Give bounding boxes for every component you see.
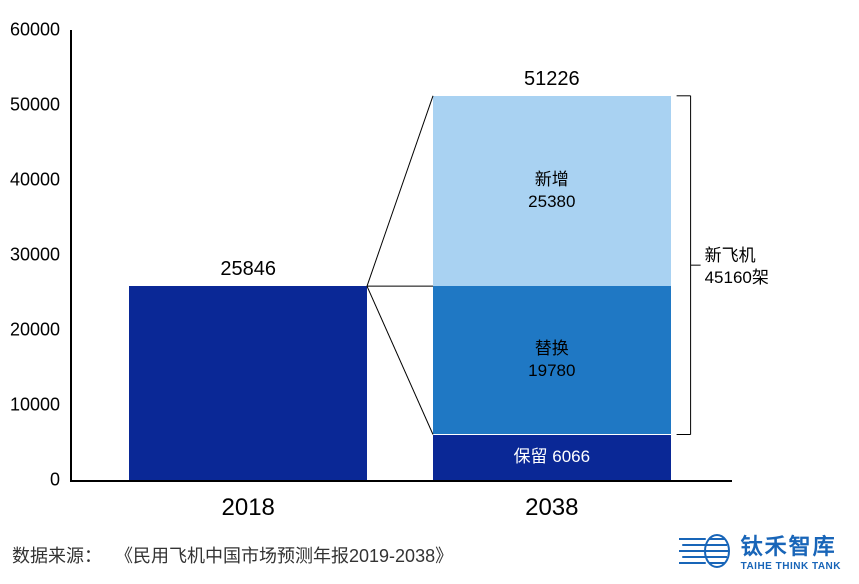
logo-text-en: TAIHE THINK TANK xyxy=(741,561,841,572)
logo-text: 钛禾智库 TAIHE THINK TANK xyxy=(741,529,841,572)
source-prefix: 数据来源： xyxy=(12,546,102,566)
bracket-annotation: 新飞机45160架 xyxy=(705,245,769,289)
brand-logo: 钛禾智库 TAIHE THINK TANK xyxy=(679,529,841,572)
chart-container: 0100002000030000400005000060000 20182038… xyxy=(0,0,859,584)
source-text: 《民用飞机中国市场预测年报2019-2038》 xyxy=(115,546,453,566)
logo-icon xyxy=(679,533,731,569)
logo-text-cn: 钛禾智库 xyxy=(741,529,841,561)
overlay-lines xyxy=(0,0,859,584)
source-line: 数据来源： 《民用飞机中国市场预测年报2019-2038》 xyxy=(12,542,453,568)
